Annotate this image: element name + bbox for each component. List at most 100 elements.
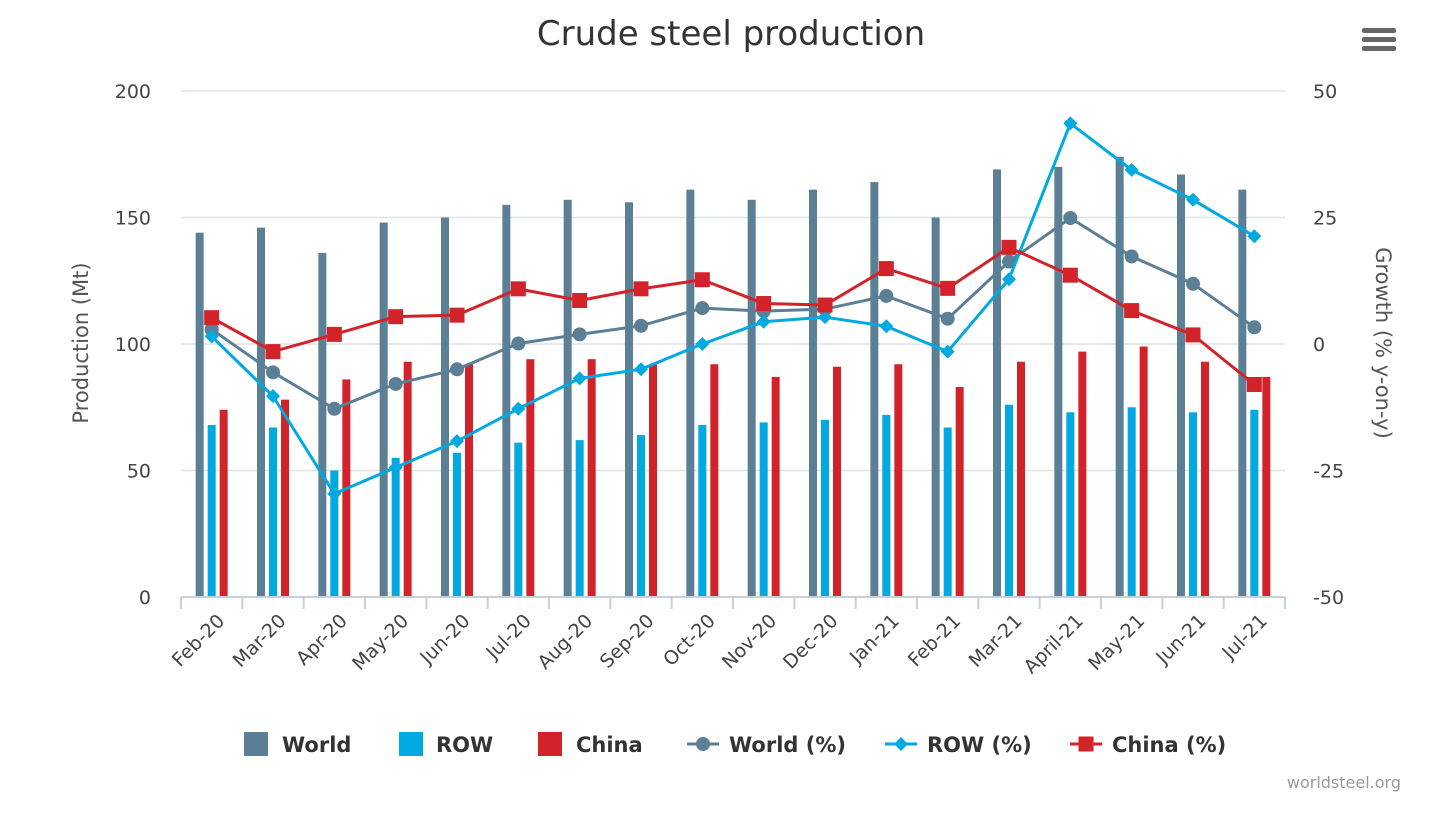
- bar-world[interactable]: [1177, 174, 1185, 598]
- bar-row[interactable]: [1250, 409, 1259, 597]
- point-row[interactable]: [634, 362, 648, 377]
- point-china[interactable]: [449, 307, 465, 323]
- bar-china[interactable]: [1201, 361, 1209, 597]
- bar-world[interactable]: [1115, 156, 1124, 597]
- point-world[interactable]: [634, 318, 648, 333]
- point-world[interactable]: [1063, 211, 1078, 226]
- point-china[interactable]: [1246, 376, 1262, 392]
- point-china[interactable]: [694, 272, 710, 288]
- chart-menu-button[interactable]: [1358, 24, 1400, 58]
- bar-row[interactable]: [269, 427, 277, 597]
- bar-row[interactable]: [943, 427, 952, 597]
- point-china[interactable]: [817, 297, 833, 313]
- point-world[interactable]: [695, 301, 710, 316]
- point-row[interactable]: [450, 434, 464, 449]
- bar-row[interactable]: [759, 422, 768, 597]
- point-row[interactable]: [695, 337, 710, 351]
- legend-marker[interactable]: [696, 737, 710, 751]
- point-world[interactable]: [1124, 249, 1139, 264]
- legend-item[interactable]: World (%): [729, 733, 846, 757]
- legend-marker[interactable]: [894, 737, 908, 751]
- bar-world[interactable]: [993, 169, 1001, 597]
- bar-row[interactable]: [698, 424, 707, 597]
- bar-row[interactable]: [882, 414, 891, 597]
- bar-world[interactable]: [809, 189, 817, 598]
- bar-china[interactable]: [465, 364, 473, 597]
- line-china[interactable]: [210, 245, 1256, 386]
- bar-world[interactable]: [686, 189, 695, 598]
- bar-row[interactable]: [391, 457, 400, 597]
- point-china[interactable]: [940, 280, 956, 296]
- point-world[interactable]: [204, 322, 219, 337]
- bar-china[interactable]: [649, 364, 657, 597]
- bar-china[interactable]: [771, 376, 780, 597]
- point-china[interactable]: [1062, 267, 1078, 283]
- point-world[interactable]: [1186, 276, 1200, 291]
- bar-china[interactable]: [833, 366, 841, 597]
- point-china[interactable]: [1185, 327, 1201, 343]
- point-world[interactable]: [1002, 254, 1016, 269]
- point-china[interactable]: [265, 344, 281, 360]
- point-china[interactable]: [204, 310, 220, 326]
- point-china[interactable]: [510, 281, 526, 297]
- bar-china[interactable]: [894, 364, 903, 597]
- bar-china[interactable]: [587, 359, 596, 597]
- point-row[interactable]: [1002, 272, 1016, 287]
- legend-item[interactable]: World: [282, 733, 351, 757]
- bar-row[interactable]: [207, 424, 216, 597]
- point-row[interactable]: [388, 460, 403, 475]
- point-row[interactable]: [1063, 116, 1078, 131]
- point-row[interactable]: [327, 486, 342, 501]
- bar-row[interactable]: [1127, 407, 1136, 597]
- bar-row[interactable]: [1189, 412, 1197, 597]
- point-world[interactable]: [572, 327, 587, 342]
- legend-item[interactable]: China: [576, 733, 643, 757]
- bar-row[interactable]: [1005, 404, 1013, 597]
- legend-marker[interactable]: [1078, 736, 1094, 752]
- bar-china[interactable]: [955, 387, 964, 597]
- point-world[interactable]: [388, 376, 403, 391]
- point-china[interactable]: [326, 326, 342, 342]
- bar-world[interactable]: [379, 222, 388, 597]
- point-world[interactable]: [1247, 320, 1262, 335]
- bar-china[interactable]: [1139, 346, 1148, 597]
- point-china[interactable]: [572, 292, 588, 308]
- point-row[interactable]: [1186, 192, 1200, 207]
- bar-world[interactable]: [563, 199, 572, 598]
- point-world[interactable]: [327, 401, 342, 416]
- bar-china[interactable]: [219, 409, 228, 597]
- point-row[interactable]: [940, 344, 955, 359]
- point-world[interactable]: [879, 288, 894, 303]
- point-row[interactable]: [756, 314, 771, 329]
- point-china[interactable]: [878, 261, 894, 277]
- bar-row[interactable]: [453, 452, 461, 597]
- legend-item[interactable]: ROW: [436, 733, 493, 757]
- bar-world[interactable]: [441, 217, 449, 598]
- point-world[interactable]: [511, 336, 526, 351]
- point-china[interactable]: [633, 281, 649, 297]
- legend-item[interactable]: China (%): [1112, 733, 1226, 757]
- bar-row[interactable]: [575, 440, 584, 597]
- bar-row[interactable]: [514, 442, 523, 597]
- point-row[interactable]: [879, 319, 894, 334]
- bar-world[interactable]: [747, 199, 756, 598]
- point-row[interactable]: [1124, 162, 1139, 177]
- point-row[interactable]: [511, 401, 526, 416]
- point-row[interactable]: [266, 389, 280, 404]
- point-world[interactable]: [450, 362, 464, 377]
- point-china[interactable]: [388, 309, 404, 325]
- point-china[interactable]: [756, 296, 772, 312]
- point-row[interactable]: [572, 371, 587, 386]
- bar-world[interactable]: [195, 232, 204, 597]
- point-china[interactable]: [1124, 303, 1140, 319]
- bar-row[interactable]: [637, 435, 645, 597]
- bar-world[interactable]: [870, 182, 879, 597]
- bar-row[interactable]: [330, 470, 339, 598]
- line-row[interactable]: [210, 121, 1256, 496]
- legend-item[interactable]: ROW (%): [927, 733, 1032, 757]
- bar-world[interactable]: [257, 227, 265, 597]
- bar-china[interactable]: [1262, 376, 1271, 597]
- point-row[interactable]: [818, 310, 832, 325]
- bar-world[interactable]: [502, 204, 511, 597]
- credit-link[interactable]: worldsteel.org: [1287, 773, 1401, 792]
